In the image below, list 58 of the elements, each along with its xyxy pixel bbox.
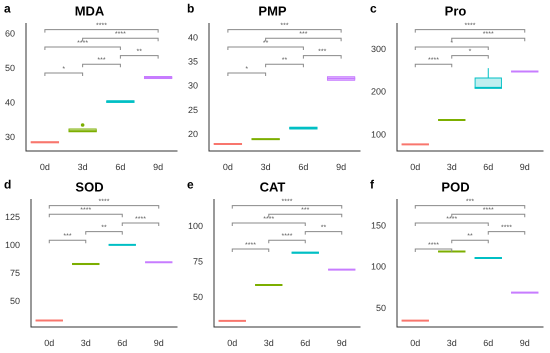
y-tick-label: 25 — [188, 104, 198, 115]
y-tick-label: 100 — [188, 221, 204, 232]
x-tick-label: 9d — [336, 162, 346, 172]
y-tick-label: 30 — [188, 80, 198, 91]
y-tick-label: 35 — [188, 56, 198, 67]
x-tick-label: 6d — [298, 162, 308, 172]
x-tick-label: 0d — [222, 162, 233, 172]
y-tick-label: 50 — [10, 296, 20, 306]
y-tick-label: 30 — [4, 132, 16, 142]
y-tick-label: 200 — [370, 86, 386, 97]
x-tick-label: 3d — [80, 338, 91, 348]
x-tick-label: 9d — [336, 338, 347, 348]
x-tick-label: 0d — [40, 162, 50, 172]
chart-title: MDA — [74, 3, 105, 18]
x-tick-label: 9d — [520, 162, 530, 172]
y-tick-label: 125 — [4, 212, 20, 222]
x-tick-label: 6d — [117, 338, 128, 348]
y-tick-label: 75 — [10, 268, 20, 278]
y-tick-label: 75 — [193, 256, 204, 266]
y-tick-label: 300 — [370, 44, 386, 54]
y-tick-label: 40 — [4, 97, 16, 108]
x-tick-label: 0d — [410, 162, 420, 172]
y-tick-label: 40 — [188, 32, 198, 43]
x-tick-label: 6d — [483, 162, 494, 172]
y-tick-label: 100 — [4, 240, 20, 250]
text: b — [187, 1, 194, 16]
text: e — [187, 177, 194, 192]
text: a — [4, 1, 11, 16]
y-tick-label: 20 — [188, 128, 198, 139]
chart-title: Pro — [444, 3, 466, 18]
x-tick-label: 9d — [154, 338, 164, 348]
x-tick-label: 3d — [446, 162, 457, 172]
y-tick-label: 50 — [193, 292, 204, 302]
x-tick-label: 0d — [410, 338, 420, 348]
text: f — [370, 177, 375, 192]
x-tick-label: 3d — [78, 162, 88, 172]
chart-title: PMP — [258, 3, 287, 18]
chart-title: CAT — [260, 179, 286, 194]
x-tick-label: 9d — [153, 162, 164, 172]
x-tick-label: 0d — [227, 338, 238, 348]
text: d — [4, 177, 12, 192]
y-tick-label: 100 — [370, 129, 386, 140]
x-tick-label: 3d — [446, 338, 457, 348]
x-tick-label: 9d — [520, 338, 530, 348]
chart-title: SOD — [75, 179, 104, 194]
chart-title: POD — [441, 179, 470, 194]
y-tick-label: 100 — [370, 262, 386, 272]
x-tick-label: 3d — [260, 162, 271, 172]
x-tick-label: 6d — [300, 338, 310, 348]
x-tick-label: 0d — [44, 338, 54, 348]
y-tick-label: 50 — [4, 62, 16, 73]
y-tick-label: 50 — [376, 302, 386, 313]
text: c — [370, 1, 377, 16]
y-tick-label: 60 — [4, 28, 16, 38]
x-tick-label: 6d — [115, 162, 126, 172]
y-tick-label: 150 — [370, 220, 386, 230]
x-tick-label: 6d — [483, 338, 494, 348]
x-tick-label: 3d — [264, 338, 274, 348]
